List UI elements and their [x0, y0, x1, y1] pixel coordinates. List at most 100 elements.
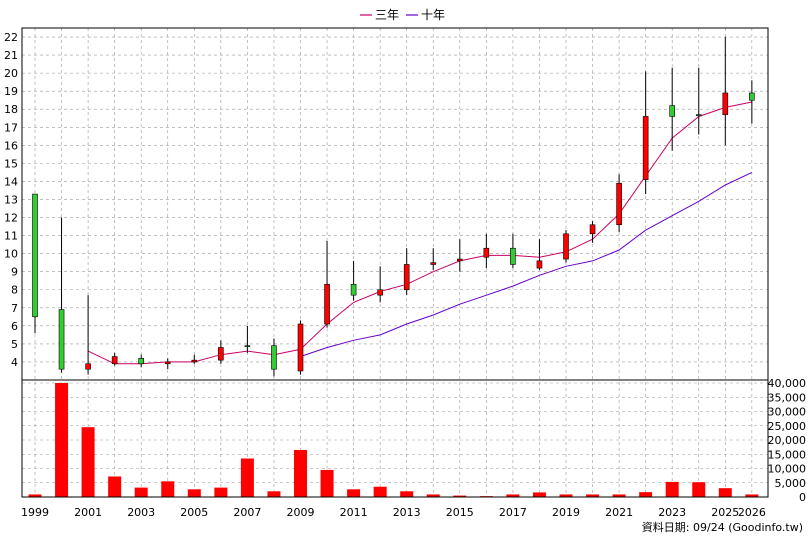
- volume-bars: [28, 383, 759, 497]
- price-panel-frame: [21, 27, 769, 381]
- price-tick-label: 10: [4, 248, 18, 261]
- candle-body: [350, 284, 357, 296]
- candle-body: [722, 92, 729, 115]
- candle-body: [32, 193, 38, 318]
- price-tick-label: 13: [4, 193, 18, 206]
- volume-bar: [559, 494, 573, 497]
- candle-body: [138, 358, 144, 365]
- volume-bar: [426, 494, 440, 497]
- volume-bar: [506, 494, 520, 497]
- candle-body: [695, 114, 702, 116]
- volume-bar: [187, 489, 201, 497]
- year-tick-label: 2025: [711, 506, 739, 519]
- volume-bar: [639, 492, 653, 497]
- price-tick-label: 4: [11, 356, 18, 369]
- volume-bar: [612, 494, 626, 497]
- year-tick-label: 2011: [340, 506, 368, 519]
- volume-tick-label: 15,000: [768, 448, 807, 461]
- candle-body: [85, 363, 91, 370]
- year-tick-label: 2003: [127, 506, 155, 519]
- candle-body: [563, 233, 569, 260]
- price-tick-label: 20: [4, 67, 18, 80]
- candle-body: [589, 224, 596, 235]
- candle-body: [244, 345, 251, 348]
- year-tick-label: 2007: [233, 506, 261, 519]
- volume-bar: [400, 491, 414, 497]
- volume-tick-label: 35,000: [768, 391, 807, 404]
- candle-body: [536, 260, 543, 269]
- volume-bar: [665, 481, 679, 497]
- volume-bar: [161, 481, 175, 497]
- price-tick-label: 6: [11, 320, 18, 333]
- volume-bar: [320, 469, 334, 497]
- volume-bar: [692, 482, 706, 497]
- candle-body: [191, 359, 198, 363]
- price-tick-label: 9: [11, 266, 18, 279]
- volume-bar: [453, 495, 467, 497]
- volume-bar: [586, 494, 600, 497]
- volume-bar: [347, 489, 361, 497]
- volume-tick-label: 10,000: [768, 463, 807, 476]
- price-tick-label: 12: [4, 212, 18, 225]
- price-tick-label: 11: [4, 230, 18, 243]
- volume-bar: [718, 488, 732, 497]
- candle-body: [483, 247, 490, 258]
- price-tick-label: 14: [4, 175, 18, 188]
- candle-body: [324, 284, 330, 325]
- legend-label-ma10: 十年: [421, 8, 445, 22]
- volume-bar: [81, 427, 95, 497]
- candle-body: [430, 262, 437, 265]
- candle-body: [58, 309, 65, 370]
- volume-bar: [55, 383, 69, 497]
- volume-tick-label: 30,000: [768, 406, 807, 419]
- year-tick-label: 2017: [499, 506, 527, 519]
- volume-bar: [240, 458, 254, 497]
- price-tick-label: 15: [4, 157, 18, 170]
- price-tick-label: 7: [11, 302, 18, 315]
- year-tick-label: 2001: [74, 506, 102, 519]
- axes: 4567891011121314151617181920212205,00010…: [4, 27, 807, 519]
- candle-body: [377, 289, 383, 296]
- year-tick-label: 2013: [393, 506, 421, 519]
- candle-body: [510, 247, 516, 265]
- candlesticks: [32, 37, 755, 377]
- price-tick-label: 5: [11, 338, 18, 351]
- candle-body: [642, 116, 649, 180]
- volume-bar: [294, 449, 307, 497]
- volume-bar: [28, 494, 42, 497]
- data-date-credit: 資料日期: 09/24 (Goodinfo.tw): [642, 520, 803, 534]
- volume-bar: [267, 491, 281, 497]
- year-tick-label: 2015: [446, 506, 474, 519]
- year-tick-label: 2009: [287, 506, 315, 519]
- volume-bar: [134, 487, 148, 497]
- volume-tick-label: 20,000: [768, 434, 807, 447]
- ma10-line: [300, 171, 753, 357]
- candle-body: [669, 105, 676, 117]
- volume-tick-label: 5,000: [775, 477, 807, 490]
- candle-body: [164, 361, 171, 365]
- volume-bar: [745, 494, 759, 497]
- volume-bar: [532, 492, 546, 497]
- price-tick-label: 8: [11, 284, 18, 297]
- legend-label-ma3: 三年: [375, 8, 399, 22]
- volume-bar: [108, 476, 122, 497]
- year-tick-label: 2023: [658, 506, 686, 519]
- candle-body: [297, 323, 304, 372]
- grid-layer: [22, 28, 768, 498]
- year-tick-label: 2005: [180, 506, 208, 519]
- year-tick-label: 1999: [21, 506, 49, 519]
- year-tick-label: 2026: [738, 506, 766, 519]
- year-tick-label: 2021: [605, 506, 633, 519]
- ma3-line: [87, 101, 752, 365]
- volume-tick-label: 25,000: [768, 420, 807, 433]
- candle-body: [271, 345, 277, 370]
- volume-bar: [214, 487, 228, 497]
- legend: 三年 十年: [360, 8, 445, 22]
- volume-panel-frame: [21, 379, 769, 498]
- price-tick-label: 16: [4, 139, 18, 152]
- candle-body: [111, 356, 118, 365]
- price-tick-label: 18: [4, 103, 18, 116]
- moving-average-lines: [87, 101, 753, 365]
- price-tick-label: 22: [4, 31, 18, 44]
